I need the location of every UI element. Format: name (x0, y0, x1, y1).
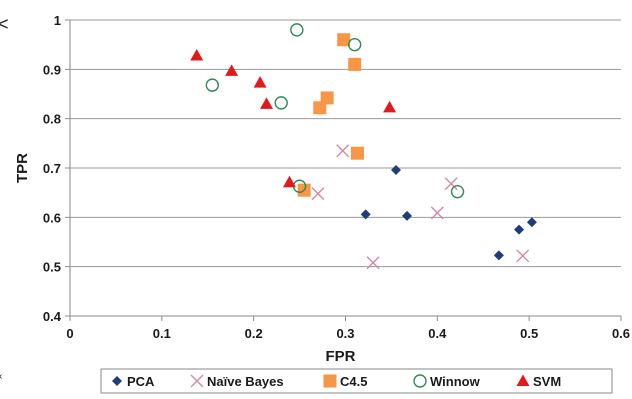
legend-marker-winnow (413, 374, 427, 388)
c4-5-point (320, 91, 334, 105)
x-tick-label: 0.3 (336, 326, 354, 341)
winnow-point (450, 184, 465, 199)
legend-label-svm: SVM (533, 374, 561, 389)
legend-marker-na-ve-bayes (190, 374, 204, 388)
x-tick-label: 0 (66, 326, 73, 341)
winnow-point (347, 37, 362, 52)
y-tick-label: 0.8 (43, 112, 61, 127)
y-tick-label: 0.9 (43, 62, 61, 77)
na-ve-bayes-point (366, 256, 380, 270)
tick-labels: 0.4 0.5 0.6 0.7 0.8 0.9 1 0 0.1 0.2 0.3 0.4 0.5 0.6 (43, 13, 630, 341)
x-axis-title: FPR (326, 348, 356, 365)
series-pca (360, 164, 537, 261)
c4-5-point (350, 146, 364, 160)
winnow-point (290, 23, 304, 37)
legend-marker-pca (112, 376, 122, 386)
y-tick-label: 0.7 (43, 161, 61, 176)
x-tick-label: 0.1 (153, 326, 171, 341)
x-tick-label: 0.4 (428, 326, 447, 341)
y-tick-label: 0.4 (43, 309, 62, 324)
x-tick-label: 0.5 (520, 326, 538, 341)
pca-point (526, 217, 537, 228)
legend-label-na-ve-bayes: Naïve Bayes (207, 374, 284, 389)
c4-5-point (313, 101, 327, 115)
na-ve-bayes-point (311, 187, 325, 201)
pca-point (391, 164, 402, 175)
svm-point (282, 175, 296, 188)
c4-5-point (348, 57, 362, 71)
svm-point (225, 64, 239, 76)
series-c4-5 (297, 33, 364, 197)
series-svm (190, 49, 397, 188)
winnow-point (205, 78, 220, 92)
y-tick-label: 0.6 (43, 210, 61, 225)
x-tick-label: 0.2 (245, 326, 263, 341)
legend-label-pca: PCA (127, 374, 155, 389)
edge-glyph-top-left: < (0, 14, 9, 34)
legend-label-c4-5: C4.5 (340, 374, 367, 389)
c4-5-point (337, 33, 351, 47)
legend-box (100, 368, 613, 394)
pca-point (402, 210, 413, 221)
gridlines (70, 19, 621, 317)
pca-point (360, 209, 371, 220)
pca-point (514, 224, 525, 235)
svm-point (260, 97, 274, 109)
winnow-point (274, 96, 288, 110)
svm-point (253, 76, 267, 88)
legend: PCA Naïve Bayes C4.5 Winnow SVM (100, 368, 613, 394)
legend-marker-svm (516, 374, 530, 386)
series-na-ve-bayes (311, 144, 530, 270)
svm-point (383, 100, 397, 113)
y-tick-label: 0.5 (43, 260, 61, 275)
series-winnow (205, 23, 465, 199)
data-points (190, 23, 537, 270)
pca-point (493, 250, 504, 261)
na-ve-bayes-point (336, 144, 350, 158)
legend-label-winnow: Winnow (430, 374, 481, 389)
na-ve-bayes-point (430, 206, 444, 220)
y-tick-label: 1 (54, 13, 61, 28)
y-axis-title: TPR (14, 153, 31, 183)
edge-glyph-bottom-left: ‹ (0, 371, 2, 382)
legend-marker-c4-5 (323, 374, 337, 388)
na-ve-bayes-point (516, 249, 530, 263)
axes (65, 19, 622, 321)
na-ve-bayes-point (444, 177, 458, 191)
x-tick-label: 0.6 (612, 326, 630, 341)
svm-point (190, 49, 204, 61)
